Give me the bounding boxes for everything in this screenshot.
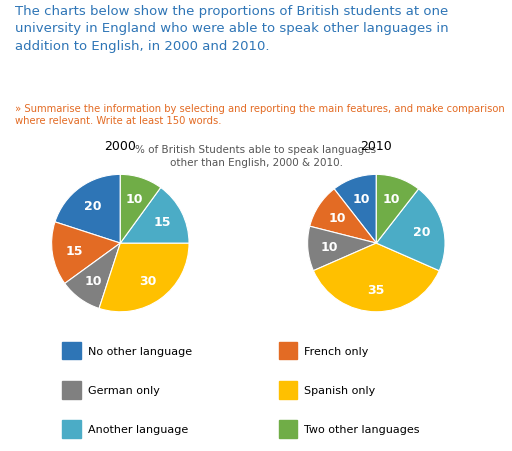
- Text: 15: 15: [66, 244, 83, 258]
- Wedge shape: [334, 175, 376, 244]
- Bar: [279, 343, 297, 360]
- Text: 15: 15: [153, 216, 170, 229]
- Text: 35: 35: [368, 284, 385, 297]
- Wedge shape: [313, 244, 439, 312]
- Wedge shape: [310, 189, 376, 244]
- Text: 20: 20: [413, 226, 431, 239]
- Wedge shape: [52, 222, 120, 284]
- Text: » Summarise the information by selecting and reporting the main features, and ma: » Summarise the information by selecting…: [15, 104, 505, 126]
- Text: German only: German only: [88, 385, 160, 395]
- Text: Spanish only: Spanish only: [305, 385, 376, 395]
- Text: 10: 10: [84, 275, 101, 288]
- Bar: [62, 420, 81, 437]
- Text: 10: 10: [329, 212, 346, 225]
- Wedge shape: [55, 175, 120, 244]
- Wedge shape: [308, 227, 376, 271]
- Bar: [279, 420, 297, 437]
- Title: 2000: 2000: [104, 139, 136, 152]
- Text: Another language: Another language: [88, 424, 188, 434]
- Text: 10: 10: [126, 193, 143, 206]
- Wedge shape: [120, 175, 161, 244]
- Bar: [62, 382, 81, 399]
- Text: % of British Students able to speak languages
other than English, 2000 & 2010.: % of British Students able to speak lang…: [136, 144, 376, 167]
- Title: 2010: 2010: [360, 139, 392, 152]
- Text: French only: French only: [305, 346, 369, 356]
- Wedge shape: [376, 175, 418, 244]
- Wedge shape: [376, 189, 445, 271]
- Text: 30: 30: [139, 275, 157, 288]
- Text: 10: 10: [321, 241, 338, 254]
- Wedge shape: [65, 244, 120, 309]
- Text: 20: 20: [84, 199, 101, 212]
- Text: No other language: No other language: [88, 346, 192, 356]
- Text: 10: 10: [383, 193, 400, 206]
- Text: 10: 10: [352, 193, 370, 206]
- Text: Two other languages: Two other languages: [305, 424, 420, 434]
- Text: The charts below show the proportions of British students at one
university in E: The charts below show the proportions of…: [15, 5, 449, 52]
- Bar: [62, 343, 81, 360]
- Bar: [279, 382, 297, 399]
- Wedge shape: [99, 244, 189, 312]
- Wedge shape: [120, 188, 189, 244]
